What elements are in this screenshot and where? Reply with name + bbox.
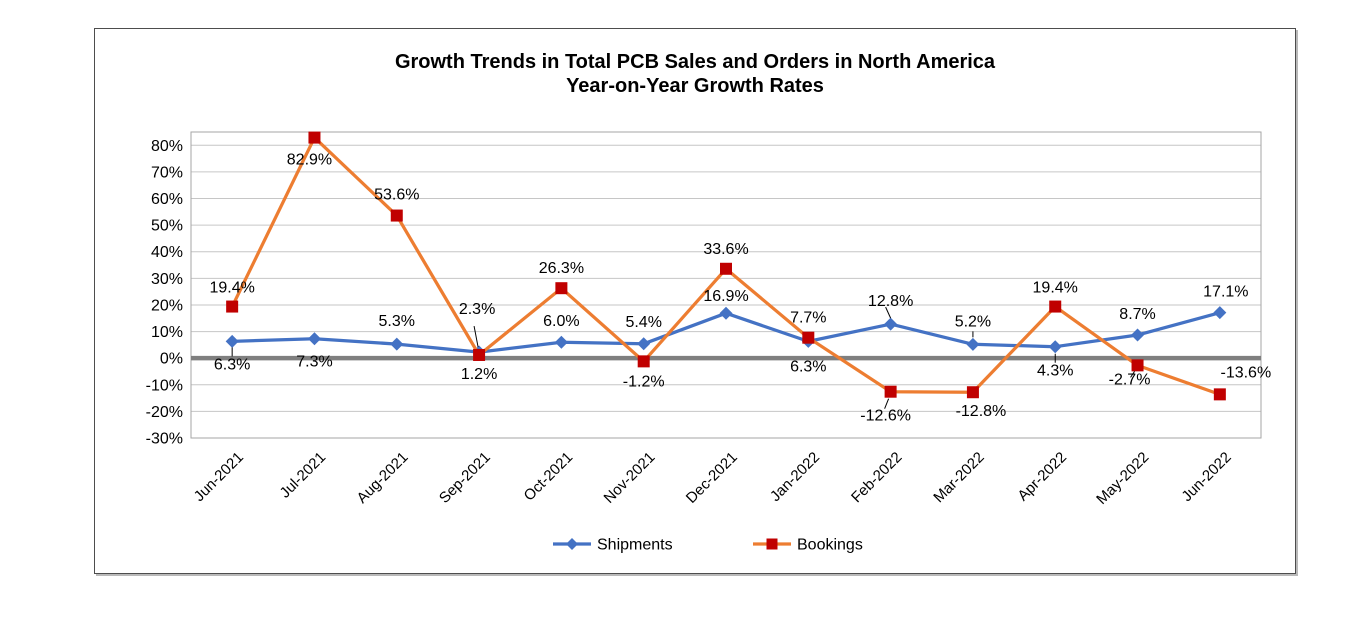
label-leader-line: [885, 306, 892, 319]
x-axis-label: Aug-2021: [354, 449, 412, 507]
x-axis-label: Jun-2022: [1178, 449, 1234, 505]
chart-frame: Growth Trends in Total PCB Sales and Ord…: [94, 28, 1296, 574]
marker-square-bookings: [637, 355, 650, 368]
x-axis-label: Dec-2021: [683, 449, 741, 507]
data-label-shipments: 5.4%: [625, 314, 661, 331]
marker-diamond-shipments: [225, 334, 239, 348]
y-tick-label: 50%: [151, 218, 183, 235]
marker-diamond-shipments: [554, 335, 568, 349]
data-label-shipments: 16.9%: [703, 288, 748, 305]
marker-square-bookings: [308, 131, 321, 144]
y-tick-label: 30%: [151, 271, 183, 288]
data-label-bookings: 33.6%: [703, 241, 748, 258]
data-label-bookings: 7.7%: [790, 310, 826, 327]
data-label-bookings: 53.6%: [374, 187, 419, 204]
marker-square-bookings: [1049, 300, 1062, 313]
y-tick-label: 80%: [151, 138, 183, 155]
data-label-shipments: 8.7%: [1119, 306, 1155, 323]
x-axis-label: Jun-2021: [191, 449, 247, 505]
data-label-shipments: 4.3%: [1037, 363, 1073, 380]
marker-square-bookings: [884, 385, 897, 398]
marker-diamond-shipments: [307, 332, 321, 346]
data-label-bookings: 1.2%: [461, 366, 497, 383]
label-leader-line: [1130, 371, 1135, 378]
marker-diamond-shipments: [1213, 306, 1227, 320]
marker-square-bookings: [390, 209, 403, 222]
x-axis-label: Apr-2022: [1014, 449, 1070, 505]
y-tick-label: -10%: [146, 377, 183, 394]
plot-area-border: [190, 131, 1262, 439]
marker-diamond-shipments: [1048, 340, 1062, 354]
y-tick-label: 70%: [151, 164, 183, 181]
data-label-shipments: 2.3%: [459, 301, 495, 318]
data-label-bookings: 19.4%: [1033, 280, 1078, 297]
data-label-bookings: -12.8%: [956, 403, 1007, 420]
chart-subtitle: Year-on-Year Growth Rates: [566, 75, 824, 97]
x-axis-label: Jan-2022: [767, 449, 823, 505]
x-axis-label: May-2022: [1093, 449, 1152, 508]
chart-title: Growth Trends in Total PCB Sales and Ord…: [394, 51, 996, 73]
data-label-bookings: -12.6%: [860, 408, 911, 425]
marker-diamond-shipments: [884, 317, 898, 331]
marker-square-bookings: [555, 282, 568, 295]
marker-square-bookings: [720, 262, 732, 275]
legend-label-shipments: Shipments: [597, 537, 673, 554]
y-tick-label: 40%: [151, 244, 183, 261]
line-chart: 6.3% 7.3% 5.3% 2.3% 6.0% 5.4% 16.9% 6.3% 12.8% 5.…: [146, 131, 1271, 554]
data-label-shipments: 12.8%: [868, 293, 913, 310]
data-label-bookings: -13.6%: [1220, 364, 1271, 381]
x-axis-label: Feb-2022: [848, 449, 905, 506]
x-axis-label: Jul-2021: [277, 449, 330, 502]
label-leader-line: [884, 398, 890, 409]
x-axis-label: Sep-2021: [436, 449, 494, 507]
marker-square-bookings: [473, 348, 486, 361]
x-axis-label: Oct-2021: [521, 449, 577, 505]
data-label-bookings: -1.2%: [623, 373, 665, 390]
x-axis-label: Mar-2022: [930, 449, 987, 506]
legend-marker-diamond: [566, 538, 578, 550]
marker-square-bookings: [966, 386, 979, 399]
marker-diamond-shipments: [719, 306, 733, 320]
legend-label-bookings: Bookings: [797, 537, 863, 554]
label-leader-line: [473, 325, 479, 348]
y-tick-label: -20%: [146, 404, 183, 421]
marker-diamond-shipments: [1131, 328, 1145, 342]
y-tick-label: 20%: [151, 297, 183, 314]
marker-diamond-shipments: [966, 337, 980, 351]
data-label-shipments: 6.0%: [543, 313, 579, 330]
legend-marker-square: [766, 538, 778, 550]
y-tick-label: 0%: [160, 351, 183, 368]
data-label-bookings: 19.4%: [209, 280, 254, 297]
marker-square-bookings: [226, 300, 239, 313]
data-label-shipments: 5.2%: [955, 313, 991, 330]
marker-diamond-shipments: [637, 337, 651, 351]
y-tick-label: 60%: [151, 191, 183, 208]
marker-square-bookings: [1131, 359, 1144, 372]
y-tick-label: -30%: [146, 431, 183, 448]
data-label-bookings: 26.3%: [539, 260, 584, 277]
data-label-shipments: 6.3%: [790, 358, 826, 375]
x-axis-label: Nov-2021: [601, 449, 659, 507]
marker-diamond-shipments: [390, 337, 404, 351]
marker-square-bookings: [802, 331, 815, 344]
data-label-shipments: 6.3%: [214, 356, 250, 373]
data-label-bookings: -2.7%: [1109, 371, 1151, 388]
y-tick-label: 10%: [151, 324, 183, 341]
data-label-shipments: 17.1%: [1203, 284, 1248, 301]
data-label-shipments: 7.3%: [296, 354, 332, 371]
marker-square-bookings: [1213, 388, 1226, 401]
data-label-bookings: 82.9%: [287, 152, 332, 169]
data-label-shipments: 5.3%: [379, 313, 415, 330]
